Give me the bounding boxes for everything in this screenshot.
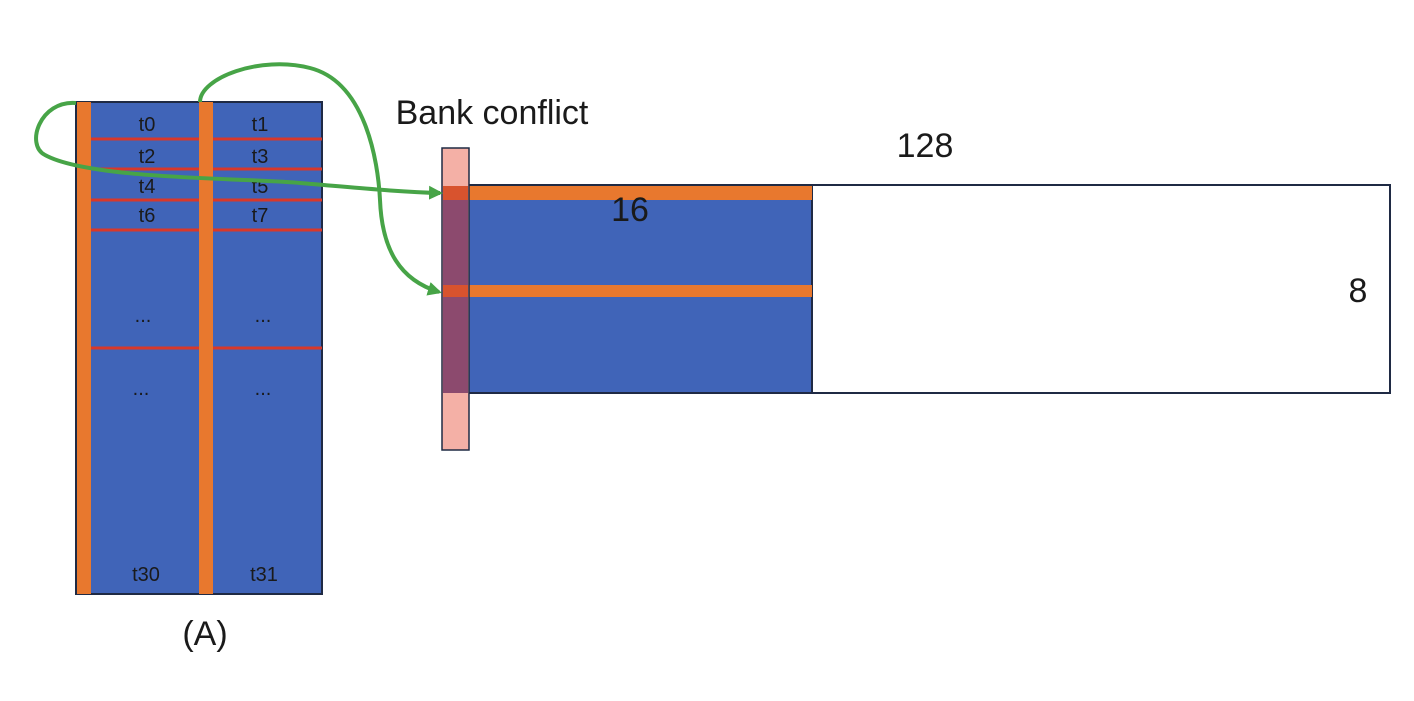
row-highlight-second xyxy=(444,285,812,297)
bank-conflict-cell xyxy=(443,186,468,200)
access-arrow-t1 xyxy=(198,62,442,296)
thread-matrix: t0 t1 t2 t3 t4 t5 t6 t7 ... ... ... ... … xyxy=(75,101,323,595)
thread-label: t3 xyxy=(252,146,269,168)
thread-label: t7 xyxy=(252,205,269,227)
access-arrow-t0 xyxy=(34,100,443,200)
ellipsis-label: ... xyxy=(135,305,152,327)
bank-conflict-cell xyxy=(443,285,468,297)
shared-memory-block xyxy=(441,147,1391,451)
thread-label: t30 xyxy=(132,564,160,586)
diagram-title: Bank conflict xyxy=(396,94,589,132)
matrix-caption: (A) xyxy=(182,615,227,653)
column-highlight-middle xyxy=(199,102,213,594)
width-label: 128 xyxy=(897,127,954,165)
tile-width-label: 16 xyxy=(611,191,649,229)
height-label: 8 xyxy=(1349,272,1368,310)
thread-label: t4 xyxy=(139,176,156,198)
thread-label: t0 xyxy=(139,114,156,136)
thread-label: t6 xyxy=(139,205,156,227)
column-highlight-left xyxy=(77,102,91,594)
ellipsis-label: ... xyxy=(255,378,272,400)
ellipsis-label: ... xyxy=(255,305,272,327)
thread-label: t2 xyxy=(139,146,156,168)
thread-label: t1 xyxy=(252,114,269,136)
row-highlight-top xyxy=(444,186,812,200)
thread-label: t31 xyxy=(250,564,278,586)
ellipsis-label: ... xyxy=(133,378,150,400)
